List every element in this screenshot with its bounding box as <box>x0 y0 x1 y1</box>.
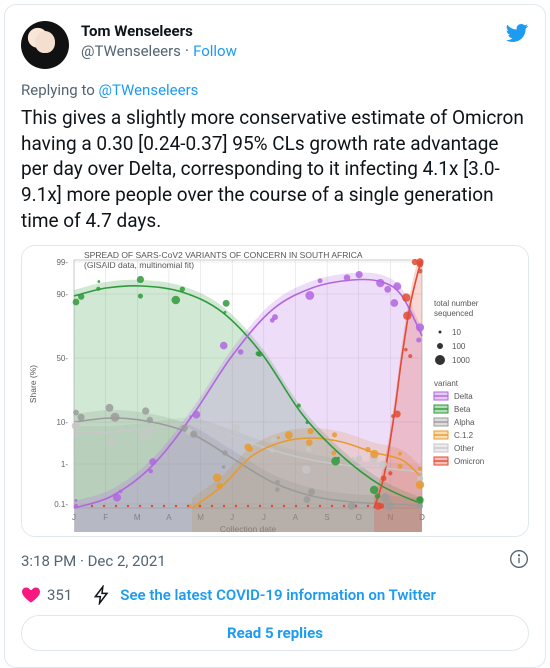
svg-text:50-: 50- <box>56 354 68 363</box>
read-replies-button[interactable]: Read 5 replies <box>21 615 529 651</box>
display-name[interactable]: Tom Wenseleers <box>81 22 193 40</box>
svg-text:variant: variant <box>434 379 459 388</box>
separator-dot: · <box>185 41 193 60</box>
chart-image[interactable]: SPREAD OF SARS-CoV2 VARIANTS OF CONCERN … <box>21 245 529 537</box>
user-names: Tom Wenseleers @TWenseleers · Follow <box>81 21 505 61</box>
follow-link[interactable]: Follow <box>193 42 237 60</box>
reply-to-link[interactable]: @TWenseleers <box>98 81 198 99</box>
svg-text:Beta: Beta <box>454 405 471 414</box>
tweet-text: This gives a slightly more conservative … <box>21 105 529 233</box>
svg-text:Share (%): Share (%) <box>28 365 38 403</box>
svg-text:Alpha: Alpha <box>454 418 475 427</box>
like-button[interactable]: 351 <box>21 585 82 605</box>
svg-text:sequenced: sequenced <box>434 309 473 318</box>
covid-info-text: See the latest COVID-19 information on T… <box>120 586 436 604</box>
svg-text:total number: total number <box>434 299 479 308</box>
tweet-actions: 351 See the latest COVID-19 information … <box>21 585 529 605</box>
like-count: 351 <box>47 586 72 604</box>
svg-text:Delta: Delta <box>454 392 473 401</box>
separator-dot: · <box>80 552 88 570</box>
tweet-meta: 3:18 PM · Dec 2, 2021 <box>21 549 529 573</box>
svg-text:(GISAID data, multinomial fit): (GISAID data, multinomial fit) <box>84 260 194 270</box>
tweet-card: Tom Wenseleers @TWenseleers · Follow Rep… <box>4 4 546 668</box>
tweet-date[interactable]: Dec 2, 2021 <box>88 552 166 570</box>
svg-text:90-: 90- <box>56 290 68 299</box>
svg-text:10: 10 <box>452 328 461 337</box>
info-icon[interactable] <box>509 549 529 573</box>
tweet-time[interactable]: 3:18 PM <box>21 552 76 570</box>
svg-text:99-: 99- <box>56 258 68 267</box>
user-handle[interactable]: @TWenseleers <box>81 42 181 60</box>
svg-text:Omicron: Omicron <box>454 457 484 466</box>
reply-context: Replying to @TWenseleers <box>21 81 529 99</box>
avatar[interactable] <box>21 21 69 69</box>
tweet-header: Tom Wenseleers @TWenseleers · Follow <box>21 21 529 69</box>
svg-text:1000: 1000 <box>452 356 470 365</box>
svg-text:C.1.2: C.1.2 <box>454 431 474 440</box>
svg-text:10-: 10- <box>56 418 68 427</box>
svg-text:100: 100 <box>452 342 466 351</box>
svg-text:Other: Other <box>454 444 474 453</box>
covid-info-link[interactable]: See the latest COVID-19 information on T… <box>92 585 436 605</box>
svg-text:SPREAD OF SARS-CoV2 VARIANTS O: SPREAD OF SARS-CoV2 VARIANTS OF CONCERN … <box>84 250 363 260</box>
twitter-logo-icon[interactable] <box>505 21 529 49</box>
svg-text:0.1-: 0.1- <box>54 500 68 509</box>
svg-text:1-: 1- <box>61 460 68 469</box>
lightning-icon <box>92 585 112 605</box>
heart-icon <box>21 585 41 605</box>
reply-prefix: Replying to <box>21 81 98 99</box>
